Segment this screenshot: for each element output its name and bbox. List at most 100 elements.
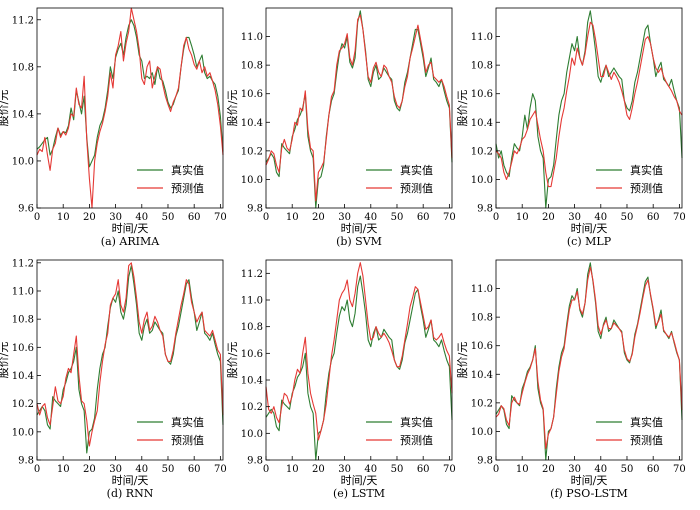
- x-tick-label: 70: [673, 464, 686, 475]
- legend-label-true: 真实值: [171, 415, 204, 429]
- y-tick-label: 9.8: [18, 456, 34, 467]
- chart-panel-3: 0 10 20 30 40 50 60 70 9.8 10.0 10.2 10.4 10.6 10.8 11…: [0, 258, 227, 500]
- legend-label-pred: 预测值: [630, 434, 663, 447]
- x-tick-label: 20: [312, 212, 325, 223]
- x-tick-label: 30: [109, 464, 122, 475]
- x-tick-label: 30: [338, 464, 351, 475]
- panel-caption: (e) LSTM: [333, 487, 385, 500]
- y-tick-label: 10.4: [241, 118, 263, 129]
- series-line-pred: [495, 266, 683, 450]
- legend-label-true: 真实值: [400, 163, 433, 177]
- x-tick-label: 70: [214, 212, 227, 223]
- y-tick-label: 9.8: [477, 456, 493, 467]
- x-tick-label: 20: [542, 464, 555, 475]
- x-tick-label: 60: [417, 212, 430, 223]
- x-tick-label: 40: [135, 464, 148, 475]
- legend-label-pred: 预测值: [171, 182, 204, 195]
- x-tick-label: 20: [83, 464, 96, 475]
- y-tick-label: 9.8: [477, 204, 493, 215]
- x-tick-label: 0: [34, 212, 40, 223]
- x-axis-title: 时间/天: [571, 222, 608, 235]
- y-tick-label: 11.0: [471, 32, 493, 43]
- y-tick-label: 10.4: [241, 376, 263, 387]
- series-line-true: [265, 10, 453, 209]
- x-axis-title: 时间/天: [112, 222, 149, 235]
- x-tick-label: 30: [109, 212, 122, 223]
- x-tick-label: 40: [594, 212, 607, 223]
- y-tick-label: 10.4: [12, 371, 34, 382]
- x-tick-label: 70: [443, 464, 456, 475]
- chart-panel-1: 0 10 20 30 40 50 60 70 9.8 10.0 10.2 10.4 10.6 10.8 11…: [226, 7, 456, 248]
- y-tick-label: 10.6: [471, 89, 493, 100]
- plot-frame: [495, 7, 683, 209]
- x-axis-title: 时间/天: [571, 474, 608, 487]
- y-tick-label: 9.8: [247, 204, 263, 215]
- x-tick-label: 50: [391, 464, 404, 475]
- chart-panel-4: 0 10 20 30 40 50 60 70 9.8 10.0 10.2 10.4 10.6 10.8 11…: [226, 259, 456, 500]
- y-tick-label: 10.2: [471, 398, 493, 409]
- legend-label-true: 真实值: [171, 163, 204, 177]
- x-tick-label: 30: [338, 212, 351, 223]
- panel-caption: (a) ARIMA: [101, 235, 160, 248]
- series-line-pred: [265, 14, 453, 202]
- x-tick-label: 30: [568, 464, 581, 475]
- y-axis-title: 股价/元: [456, 342, 469, 379]
- x-tick-label: 60: [417, 464, 430, 475]
- legend-label-true: 真实值: [400, 415, 433, 429]
- y-tick-label: 10.2: [471, 146, 493, 157]
- y-tick-label: 10.8: [12, 62, 34, 73]
- plot-frame: [265, 7, 453, 209]
- series-line-true: [36, 265, 224, 454]
- y-tick-label: 10.2: [12, 399, 34, 410]
- y-tick-label: 10.0: [471, 175, 493, 186]
- x-tick-label: 10: [516, 212, 529, 223]
- panel-caption: (c) MLP: [567, 235, 612, 248]
- y-tick-label: 10.8: [471, 61, 493, 72]
- y-axis-title: 股价/元: [0, 90, 10, 127]
- y-axis-title: 股价/元: [0, 342, 10, 379]
- x-tick-label: 50: [621, 464, 634, 475]
- legend-label-true: 真实值: [630, 163, 663, 177]
- chart-panel-2: 0 10 20 30 40 50 60 70 9.8 10.0 10.2 10.4 10.6 10.8 11…: [456, 7, 686, 248]
- x-tick-label: 50: [621, 212, 634, 223]
- x-tick-label: 40: [135, 212, 148, 223]
- x-tick-label: 60: [188, 212, 201, 223]
- x-tick-label: 60: [188, 464, 201, 475]
- x-tick-label: 10: [57, 464, 70, 475]
- y-tick-label: 10.6: [241, 89, 263, 100]
- plot-frame: [495, 259, 683, 461]
- y-tick-label: 10.6: [12, 343, 34, 354]
- x-tick-label: 0: [493, 212, 499, 223]
- x-tick-label: 60: [647, 212, 660, 223]
- y-tick-label: 11.0: [241, 32, 263, 43]
- x-tick-label: 10: [286, 464, 299, 475]
- panel-caption: (f) PSO-LSTM: [550, 487, 628, 500]
- series-line-true: [495, 10, 683, 209]
- y-tick-label: 9.8: [247, 456, 263, 467]
- y-tick-label: 11.0: [471, 284, 493, 295]
- y-tick-label: 9.6: [18, 204, 34, 215]
- x-tick-label: 20: [542, 212, 555, 223]
- y-tick-label: 10.6: [471, 341, 493, 352]
- series-line-true: [36, 19, 224, 168]
- x-tick-label: 50: [162, 464, 175, 475]
- y-tick-label: 11.0: [12, 286, 34, 297]
- x-tick-label: 0: [34, 464, 40, 475]
- y-tick-label: 10.4: [12, 109, 34, 120]
- x-tick-label: 40: [594, 464, 607, 475]
- y-tick-label: 10.4: [471, 370, 493, 381]
- x-tick-label: 20: [312, 464, 325, 475]
- series-line-true: [265, 275, 453, 461]
- x-tick-label: 0: [493, 464, 499, 475]
- plot-frame: [36, 259, 224, 461]
- series-line-true: [495, 262, 683, 461]
- plot-frame: [36, 7, 224, 209]
- series-line-pred: [36, 7, 224, 209]
- y-tick-label: 10.0: [12, 156, 34, 167]
- x-axis-title: 时间/天: [112, 474, 149, 487]
- y-tick-label: 10.2: [241, 146, 263, 157]
- y-tick-label: 11.2: [12, 258, 34, 269]
- y-tick-label: 11.2: [12, 15, 34, 26]
- series-line-pred: [265, 262, 453, 441]
